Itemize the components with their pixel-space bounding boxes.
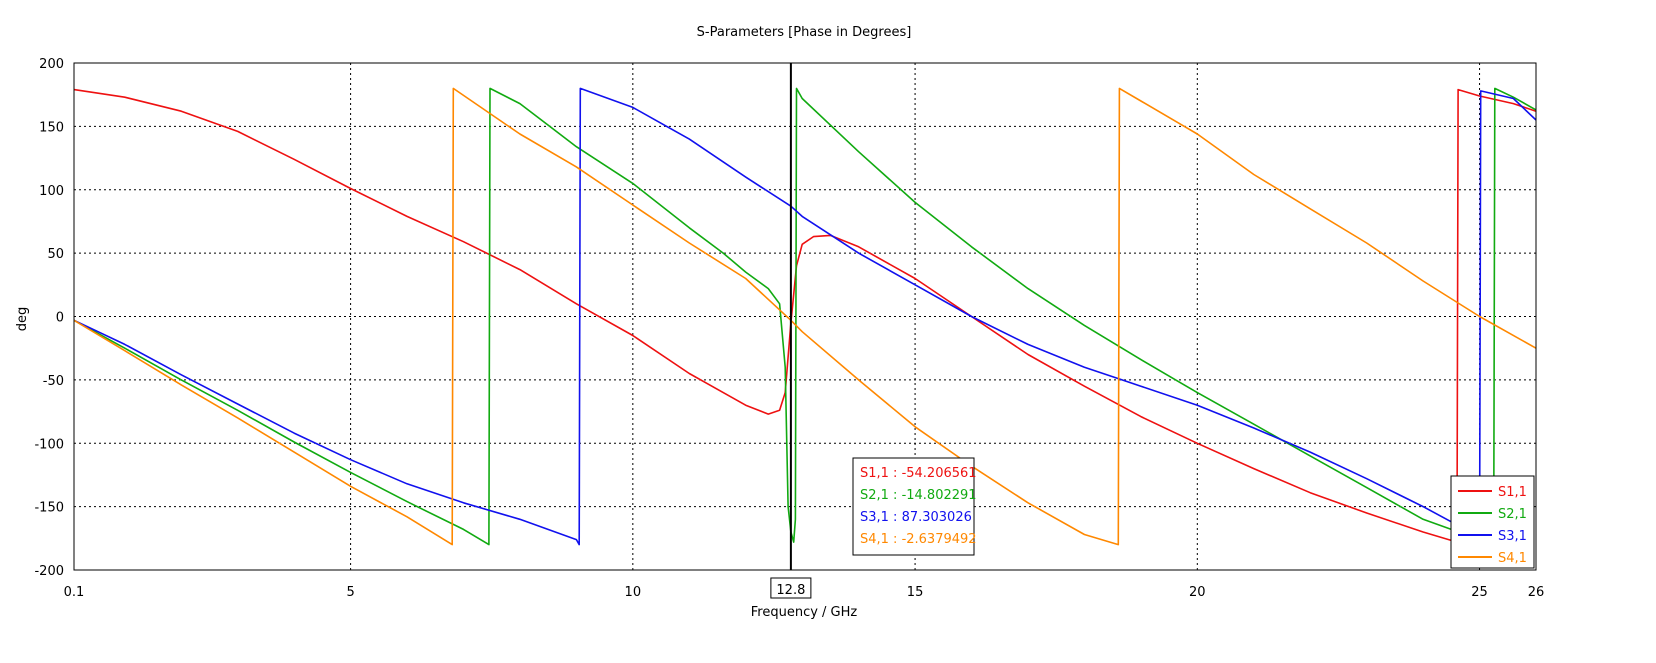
x-tick-label: 0.1 — [64, 585, 85, 600]
series-line-S4-1 — [73, 87, 1537, 546]
plot-frame — [73, 62, 1537, 571]
readout-s31: S3,1 : 87.303026 — [860, 510, 972, 525]
x-tick-label: 5 — [346, 585, 354, 600]
y-tick-label: 200 — [39, 57, 64, 72]
series-line-S1-1 — [73, 88, 1537, 543]
marker-label: 12.8 — [776, 583, 805, 598]
chart-title: S-Parameters [Phase in Degrees] — [697, 25, 912, 40]
marker-label-box — [770, 577, 812, 599]
y-tick-label: -50 — [43, 374, 64, 389]
readout-s41: S4,1 : -2.6379492 — [860, 532, 977, 547]
x-tick-label: 10 — [625, 585, 642, 600]
grid — [74, 63, 1536, 570]
x-tick-label: 26 — [1528, 585, 1545, 600]
readout-frame — [852, 457, 975, 556]
series-line-S3-1 — [73, 87, 1537, 546]
x-tick-label: 20 — [1189, 585, 1206, 600]
y-tick-label: -200 — [34, 564, 64, 579]
legend-label: S2,1 — [1498, 507, 1527, 522]
legend: S1,1 S2,1 S3,1 S4,1 — [1450, 475, 1535, 569]
marker[interactable]: 12.8 — [770, 63, 812, 599]
y-tick-label: 150 — [39, 120, 64, 135]
x-tick-label: 15 — [907, 585, 924, 600]
y-axis-label: deg — [15, 307, 30, 332]
y-tick-label: -150 — [34, 501, 64, 516]
y-tick-label: 0 — [56, 311, 64, 326]
legend-label: S3,1 — [1498, 529, 1527, 544]
marker-readout-box: S1,1 : -54.206561 S2,1 : -14.802291 S3,1… — [852, 457, 977, 556]
y-tick-label: -100 — [34, 437, 64, 452]
legend-label: S4,1 — [1498, 551, 1527, 566]
y-tick-label: 100 — [39, 184, 64, 199]
legend-label: S1,1 — [1498, 485, 1527, 500]
x-axis-label: Frequency / GHz — [751, 605, 858, 620]
y-tick-label: 50 — [47, 247, 64, 262]
series-lines — [73, 87, 1537, 546]
x-tick-label: 25 — [1471, 585, 1488, 600]
readout-s11: S1,1 : -54.206561 — [860, 466, 977, 481]
tick-labels: 0.1 5 10 15 20 25 26 200 150 100 50 0 -50 -100 -150 -20… — [34, 57, 1544, 600]
readout-s21: S2,1 : -14.802291 — [860, 488, 977, 503]
